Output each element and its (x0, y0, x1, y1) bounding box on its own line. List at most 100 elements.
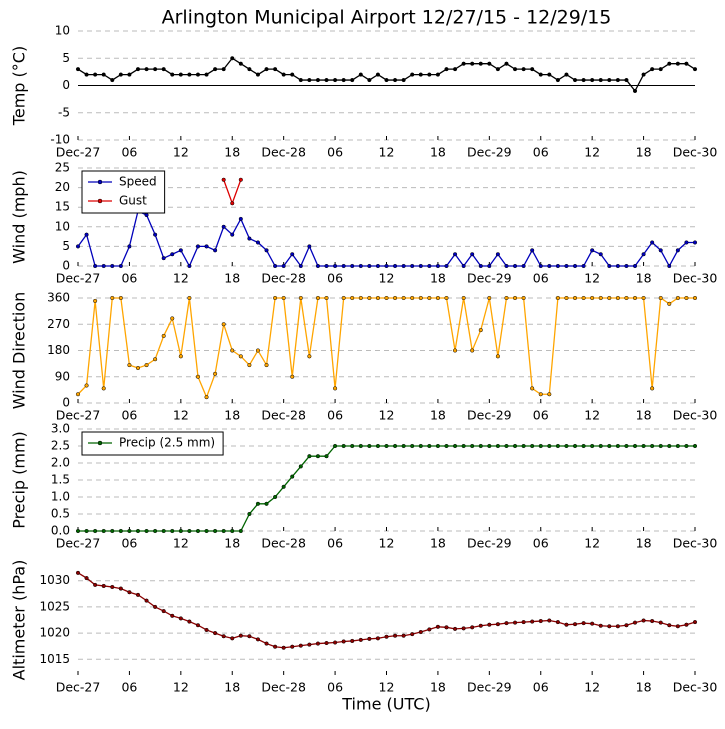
data-point (144, 598, 149, 603)
y-axis-label: Temp (°C) (10, 46, 29, 126)
data-point (264, 248, 269, 253)
x-tick-label: 18 (430, 271, 446, 286)
data-point (298, 464, 303, 469)
data-point (624, 263, 629, 269)
data-point (418, 629, 423, 635)
data-point (204, 627, 209, 633)
x-tick-label: 18 (636, 271, 652, 286)
x-tick-label: Dec-30 (673, 145, 718, 160)
data-point (298, 295, 303, 301)
data-point (555, 263, 560, 269)
data-point (75, 528, 81, 534)
data-point (170, 528, 175, 534)
data-point (487, 443, 492, 449)
data-point (84, 528, 89, 534)
y-tick-label: 15 (55, 200, 70, 214)
data-point (170, 316, 175, 321)
x-tick-label: 06 (533, 271, 549, 286)
data-point (453, 67, 458, 72)
data-point (512, 295, 518, 301)
x-tick-label: 06 (533, 680, 549, 695)
data-point (692, 443, 698, 449)
data-point (178, 248, 183, 253)
x-tick-label: Dec-28 (261, 145, 306, 160)
x-tick-label: 12 (173, 145, 189, 160)
data-point (315, 454, 320, 459)
data-point (384, 263, 389, 269)
x-tick-label: Dec-30 (673, 271, 718, 286)
data-point (410, 443, 415, 449)
data-point (367, 295, 372, 301)
data-point (684, 443, 689, 449)
data-point (375, 295, 380, 301)
data-point (255, 240, 261, 245)
data-point (615, 443, 620, 449)
data-point (238, 528, 243, 534)
x-axis-label: Time (UTC) (341, 695, 430, 714)
data-point (307, 642, 312, 647)
data-point (538, 618, 543, 624)
data-point (290, 374, 295, 379)
data-point (110, 263, 115, 269)
data-point (118, 72, 123, 77)
data-point (590, 78, 595, 83)
data-point (435, 263, 440, 269)
data-point (538, 392, 543, 397)
data-point (470, 443, 475, 449)
data-point (641, 72, 646, 77)
x-tick-label: 06 (533, 408, 549, 423)
data-point (75, 570, 81, 575)
data-point (153, 528, 158, 534)
data-point (487, 622, 492, 627)
data-point (453, 626, 458, 631)
data-point (350, 295, 355, 301)
data-point (178, 528, 183, 534)
data-point (641, 295, 646, 301)
data-point (290, 474, 295, 479)
x-tick-label: Dec-30 (673, 536, 718, 551)
data-point (512, 620, 518, 625)
data-point (632, 443, 638, 449)
data-point (84, 383, 89, 388)
x-tick-label: Dec-30 (673, 408, 718, 423)
data-point (367, 636, 372, 641)
y-axis-label: Wind Direction (10, 292, 29, 410)
x-tick-label: Dec-27 (56, 408, 101, 423)
data-point (118, 295, 123, 301)
data-point (324, 295, 329, 301)
y-tick-label: 2.0 (51, 456, 70, 470)
data-point (213, 528, 218, 534)
data-point (427, 295, 432, 301)
data-point (273, 644, 278, 649)
data-point (341, 263, 346, 269)
data-point (127, 590, 132, 595)
data-point (461, 295, 466, 301)
data-point (264, 363, 269, 368)
x-tick-label: 18 (430, 408, 446, 423)
x-tick-label: 06 (121, 536, 137, 551)
data-point (144, 528, 149, 534)
y-tick-label: 1020 (39, 626, 70, 640)
data-point (435, 72, 440, 77)
data-point (221, 322, 226, 327)
series-line (77, 296, 695, 399)
x-tick-label: 18 (430, 680, 446, 695)
data-point (521, 263, 526, 269)
data-point (410, 295, 415, 301)
x-tick-label: Dec-27 (56, 680, 101, 695)
x-tick-label: 12 (173, 408, 189, 423)
data-point (238, 354, 243, 359)
data-point (572, 263, 578, 269)
data-point (658, 295, 663, 301)
data-point (684, 622, 689, 627)
data-point (213, 248, 218, 253)
data-point (444, 295, 449, 301)
data-point (384, 634, 389, 639)
data-point (195, 72, 201, 77)
data-point (598, 623, 603, 628)
data-point (435, 624, 440, 629)
data-point (615, 263, 620, 269)
data-point (307, 454, 312, 459)
data-point (512, 67, 518, 72)
data-point (393, 263, 398, 269)
